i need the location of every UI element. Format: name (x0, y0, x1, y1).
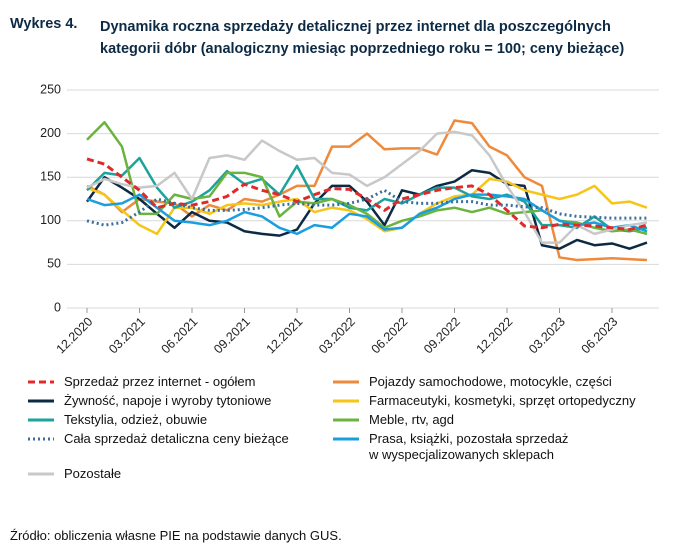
legend-swatch (333, 418, 359, 422)
x-tick-label: 09.2021 (211, 315, 253, 357)
legend-swatch (28, 380, 54, 384)
x-tick-label: 12.2022 (474, 315, 516, 357)
legend: Sprzedaż przez internet - ogółem Pojazdy … (26, 374, 676, 482)
x-tick-label: 03.2023 (526, 315, 568, 357)
legend-label: Sprzedaż przez internet - ogółem (64, 374, 256, 389)
legend-label: Farmaceutyki, kosmetyki, sprzęt ortopedy… (369, 393, 636, 408)
legend-label: Tekstylia, odzież, obuwie (64, 412, 208, 427)
series-line (86, 193, 648, 236)
series-line (86, 177, 648, 236)
legend-item: Żywność, napoje i wyroby tytoniowe (26, 393, 331, 409)
series-line (86, 188, 647, 227)
legend-label: Pozostałe (64, 466, 122, 481)
legend-swatch (333, 380, 359, 384)
legend-item: Prasa, książki, pozostała sprzedaż w wys… (331, 431, 676, 463)
y-tick-label: 0 (54, 300, 61, 314)
legend-swatch (333, 437, 359, 441)
legend-item: Tekstylia, odzież, obuwie (26, 412, 331, 428)
x-tick-label: 12.2021 (264, 315, 306, 357)
legend-item: Pojazdy samochodowe, motocykle, części (331, 374, 676, 390)
series-line (86, 130, 648, 244)
y-tick-label: 50 (47, 257, 61, 271)
legend-swatch (333, 399, 359, 403)
legend-label: Meble, rtv, agd (369, 412, 455, 427)
x-tick-label: 06.2021 (159, 315, 201, 357)
legend-label: Żywność, napoje i wyroby tytoniowe (64, 393, 272, 408)
x-tick-label: 09.2022 (421, 315, 463, 357)
x-tick-label: 06.2023 (579, 315, 621, 357)
y-tick-label: 150 (40, 169, 61, 183)
legend-label: Prasa, książki, pozostała sprzedaż w wys… (369, 431, 569, 462)
legend-swatch (28, 399, 54, 403)
y-tick-label: 100 (40, 213, 61, 227)
legend-item: Cała sprzedaż detaliczna ceny bieżące (26, 431, 331, 463)
legend-swatch (28, 472, 54, 476)
y-tick-label: 250 (40, 82, 61, 96)
chart-label: Wykres 4. (10, 16, 78, 32)
legend-label: Pojazdy samochodowe, motocykle, części (369, 374, 612, 389)
x-tick-label: 03.2021 (106, 315, 148, 357)
chart-title: Dynamika roczna sprzedaży detalicznej pr… (100, 19, 625, 57)
legend-item: Farmaceutyki, kosmetyki, sprzęt ortopedy… (331, 393, 676, 409)
y-tick-label: 200 (40, 126, 61, 140)
x-tick-label: 03.2022 (316, 315, 358, 357)
x-tick-label: 06.2022 (369, 315, 411, 357)
legend-swatch (28, 437, 54, 441)
legend-item: Meble, rtv, agd (331, 412, 676, 428)
legend-swatch (28, 418, 54, 422)
x-tick-label: 12.2020 (54, 315, 96, 357)
source: Źródło: obliczenia własne PIE na podstaw… (10, 528, 342, 543)
legend-item: Pozostałe (26, 466, 331, 482)
legend-item: Sprzedaż przez internet - ogółem (26, 374, 331, 390)
legend-label: Cała sprzedaż detaliczna ceny bieżące (64, 431, 289, 446)
